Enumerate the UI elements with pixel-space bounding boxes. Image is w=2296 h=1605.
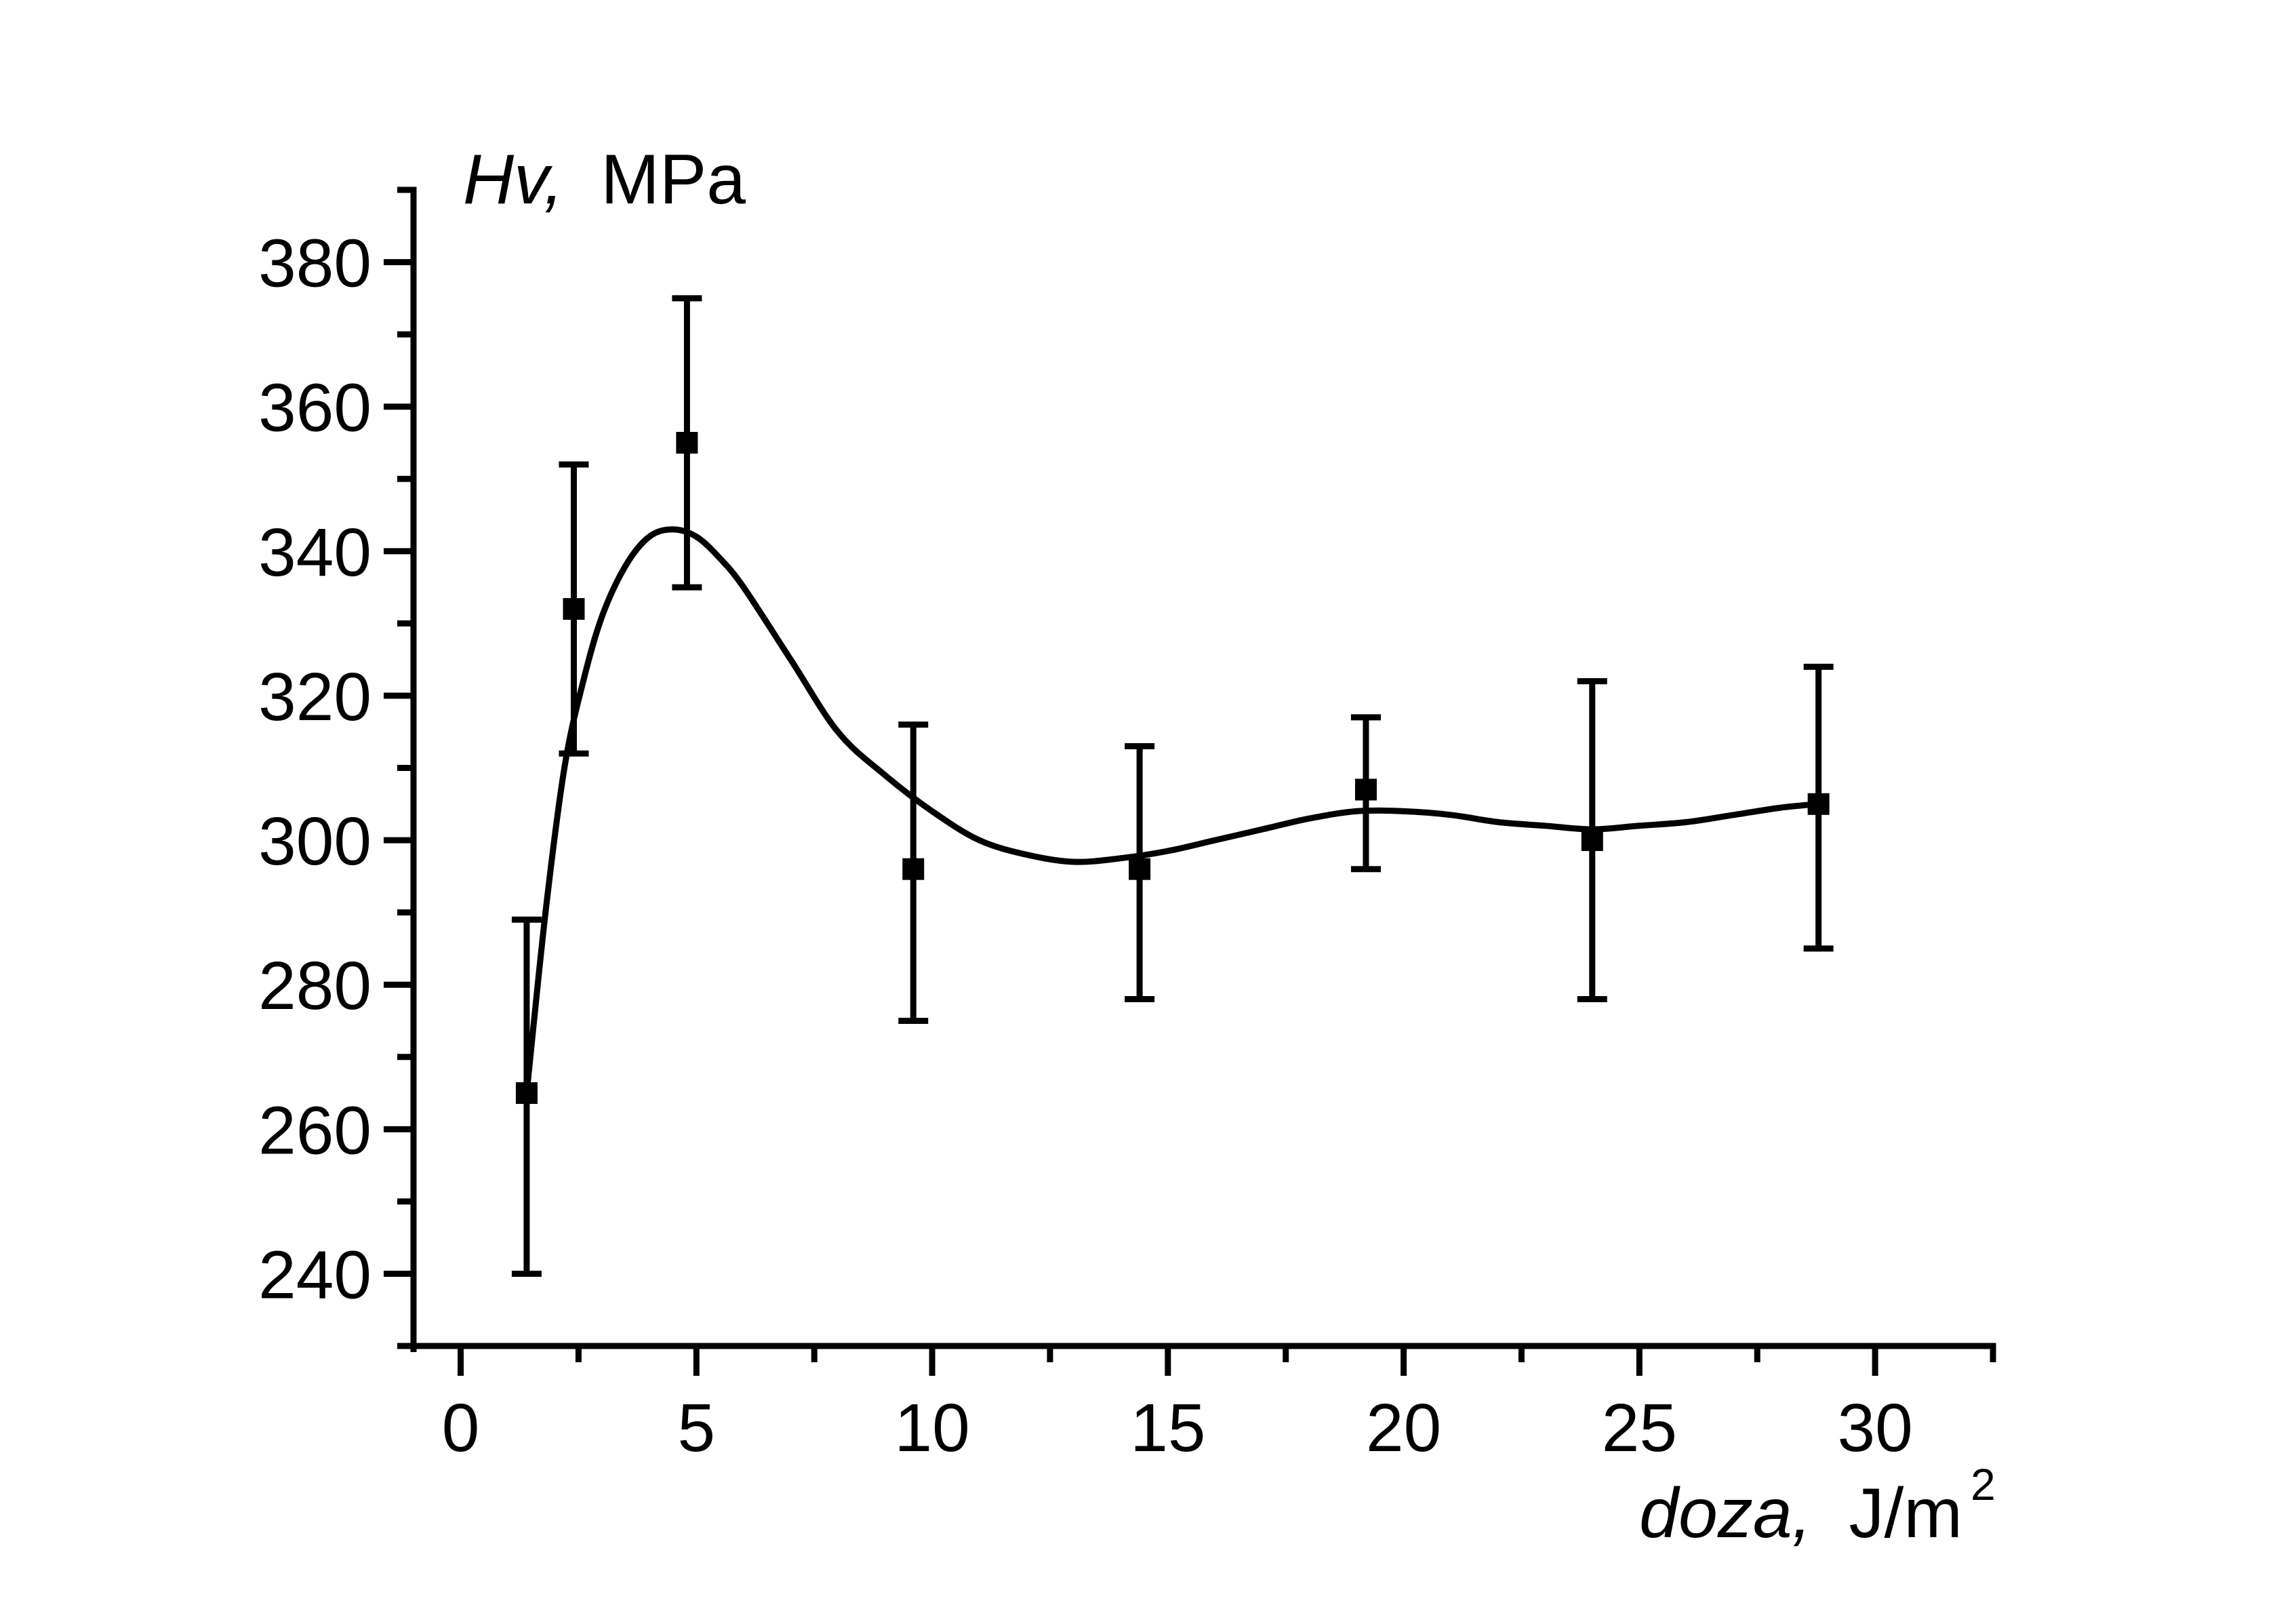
y-tick-label: 260 — [258, 1092, 371, 1168]
error-bars — [511, 295, 1834, 1277]
fit-curve — [523, 526, 1822, 1096]
axes: 240 260 280 300 320 340 360 380 0 5 10 15 20 25 30 — [258, 186, 1996, 1466]
data-point-marker — [1354, 778, 1377, 801]
labels: Hv, MPa doza, J/m 2 — [463, 140, 1996, 1553]
x-tick-label: 5 — [678, 1390, 716, 1466]
y-axis-title-unit: MPa — [601, 140, 746, 219]
y-tick-label: 340 — [258, 515, 371, 591]
data-point-marker — [1129, 858, 1151, 880]
y-tick-label: 320 — [258, 659, 371, 735]
x-axis-title-unit: J/m — [1849, 1474, 1962, 1553]
data-point-marker — [515, 1082, 538, 1105]
data-markers — [515, 431, 1830, 1105]
x-tick-label: 15 — [1130, 1390, 1205, 1466]
x-tick-label: 10 — [894, 1390, 969, 1466]
x-axis-title-italic: doza, — [1639, 1474, 1811, 1553]
data-point-marker — [676, 431, 698, 454]
y-axis-title: Hv, MPa — [463, 140, 746, 219]
data-point-marker — [902, 858, 925, 880]
data-point-marker — [1807, 793, 1830, 815]
y-tick-label: 380 — [258, 226, 371, 302]
data-point-marker — [1581, 829, 1603, 852]
x-tick-label: 0 — [442, 1390, 480, 1466]
x-tick-label: 30 — [1838, 1390, 1913, 1466]
y-axis-title-italic: Hv, — [463, 140, 563, 219]
x-tick-label: 20 — [1366, 1390, 1441, 1466]
x-axis-title: doza, J/m — [1639, 1474, 1962, 1553]
x-axis-title-superscript: 2 — [1971, 1459, 1996, 1509]
data-point-marker — [563, 598, 585, 620]
fit-curve-layer — [523, 526, 1822, 1096]
y-tick-label: 240 — [258, 1237, 371, 1313]
x-tick-label: 25 — [1602, 1390, 1677, 1466]
y-tick-label: 280 — [258, 948, 371, 1024]
y-tick-label: 300 — [258, 804, 371, 879]
y-tick-label: 360 — [258, 370, 371, 446]
